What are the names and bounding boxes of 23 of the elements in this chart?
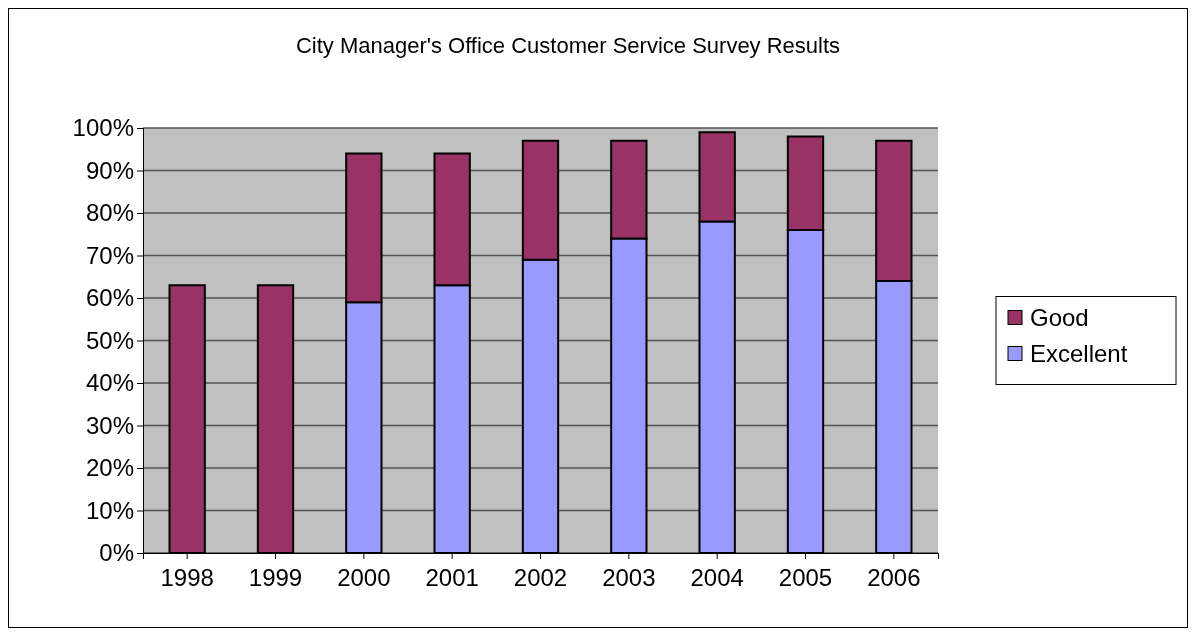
y-tick-label: 0% bbox=[99, 539, 134, 567]
y-tick-label: 100% bbox=[72, 114, 134, 142]
x-tick-label: 2004 bbox=[690, 564, 744, 591]
x-tick-label: 2001 bbox=[425, 564, 479, 591]
x-tick-label: 1999 bbox=[248, 564, 303, 591]
y-tick-label: 50% bbox=[85, 326, 134, 354]
x-tick-label: 2005 bbox=[778, 564, 833, 591]
x-tick-label: 1998 bbox=[160, 564, 214, 591]
y-tick-label: 40% bbox=[85, 369, 134, 397]
chart-title: City Manager's Office Customer Service Survey Results bbox=[295, 33, 841, 58]
x-tick-label: 2006 bbox=[867, 564, 921, 591]
y-tick-label: 80% bbox=[85, 199, 134, 227]
x-tick-label: 2000 bbox=[337, 564, 391, 591]
y-tick-label: 60% bbox=[85, 284, 134, 312]
y-tick-label: 10% bbox=[85, 496, 134, 524]
x-tick-label: 2002 bbox=[513, 564, 568, 591]
y-tick-label: 70% bbox=[85, 241, 134, 269]
y-tick-label: 30% bbox=[85, 411, 134, 439]
legend-label: Excellent bbox=[1030, 339, 1128, 367]
y-tick-label: 90% bbox=[85, 156, 134, 184]
x-tick-label: 2003 bbox=[602, 564, 656, 591]
legend-label: Good bbox=[1030, 303, 1089, 331]
y-tick-label: 20% bbox=[85, 454, 134, 482]
